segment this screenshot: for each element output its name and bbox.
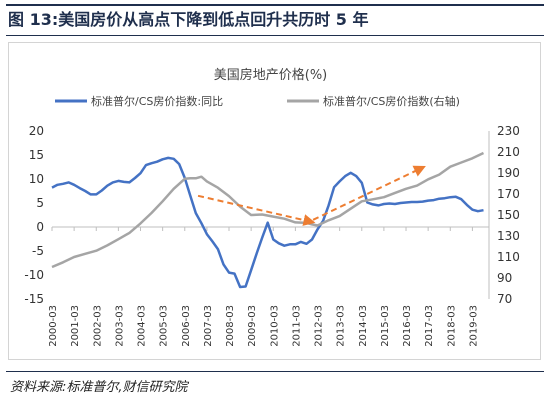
legend-label-1: 标准普尔/CS房价指数(右轴) [323,94,460,108]
x-tick-label-19: 2019-03 [468,305,479,347]
x-tick-label-9: 2009-03 [247,305,258,347]
x-tick-label-17: 2017-03 [424,305,435,347]
right-tick-label-3: 170 [497,187,520,201]
bottom-rule [6,371,544,372]
right-tick-label-7: 90 [497,271,512,285]
series-line-1 [51,151,485,269]
trend-arrow-0 [197,194,316,226]
title-rule [6,35,544,36]
x-tick-label-7: 2007-03 [203,305,214,347]
left-tick-label-0: 20 [29,124,44,138]
chart-title: 美国房地产价格(%) [214,67,328,83]
left-tick-label-3: 5 [36,196,44,210]
line-chart: 美国房地产价格(%) 标准普尔/CS房价指数:同比 标准普尔/CS房价指数(右轴) 2… [24,67,520,347]
left-tick-label-2: 10 [29,172,44,186]
x-tick-label-0: 2000-03 [48,305,59,347]
chart-frame: 美国房地产价格(%) 标准普尔/CS房价指数:同比 标准普尔/CS房价指数(右轴) 2… [8,42,541,360]
left-tick-label-5: -5 [32,244,44,258]
x-tick-label-10: 2010-03 [269,305,280,347]
x-tick-label-15: 2015-03 [380,305,391,347]
x-tick-label-3: 2003-03 [114,305,125,347]
x-tick-label-4: 2004-03 [137,305,148,347]
right-tick-label-0: 230 [497,124,520,138]
left-tick-label-4: 0 [36,220,44,234]
x-tick-label-2: 2002-03 [92,305,103,347]
left-tick-label-1: 15 [29,148,44,162]
right-tick-label-4: 150 [497,208,520,222]
trend-arrow-1 [312,165,426,221]
right-tick-label-5: 130 [497,229,520,243]
x-tick-label-14: 2014-03 [358,305,369,347]
right-tick-label-8: 70 [497,292,512,306]
x-tick-label-1: 2001-03 [70,305,81,347]
left-tick-label-7: -15 [24,292,44,306]
x-tick-label-12: 2012-03 [314,305,325,347]
top-rule [6,4,544,6]
left-tick-label-6: -10 [24,268,44,282]
right-tick-label-1: 210 [497,145,520,159]
legend-label-0: 标准普尔/CS房价指数:同比 [91,94,223,108]
right-tick-label-6: 110 [497,250,520,264]
source-note: 资料来源:标准普尔,财信研究院 [10,380,188,395]
figure-title: 图 13:美国房价从高点下降到低点回升共历时 5 年 [8,10,369,29]
x-tick-label-16: 2016-03 [402,305,413,347]
series-line-0 [51,156,484,289]
x-tick-label-5: 2005-03 [159,305,170,347]
x-tick-label-11: 2011-03 [291,305,302,347]
right-tick-label-2: 190 [497,166,520,180]
x-tick-label-18: 2018-03 [446,305,457,347]
x-tick-label-8: 2008-03 [225,305,236,347]
x-tick-label-13: 2013-03 [336,305,347,347]
x-tick-label-6: 2006-03 [181,305,192,347]
